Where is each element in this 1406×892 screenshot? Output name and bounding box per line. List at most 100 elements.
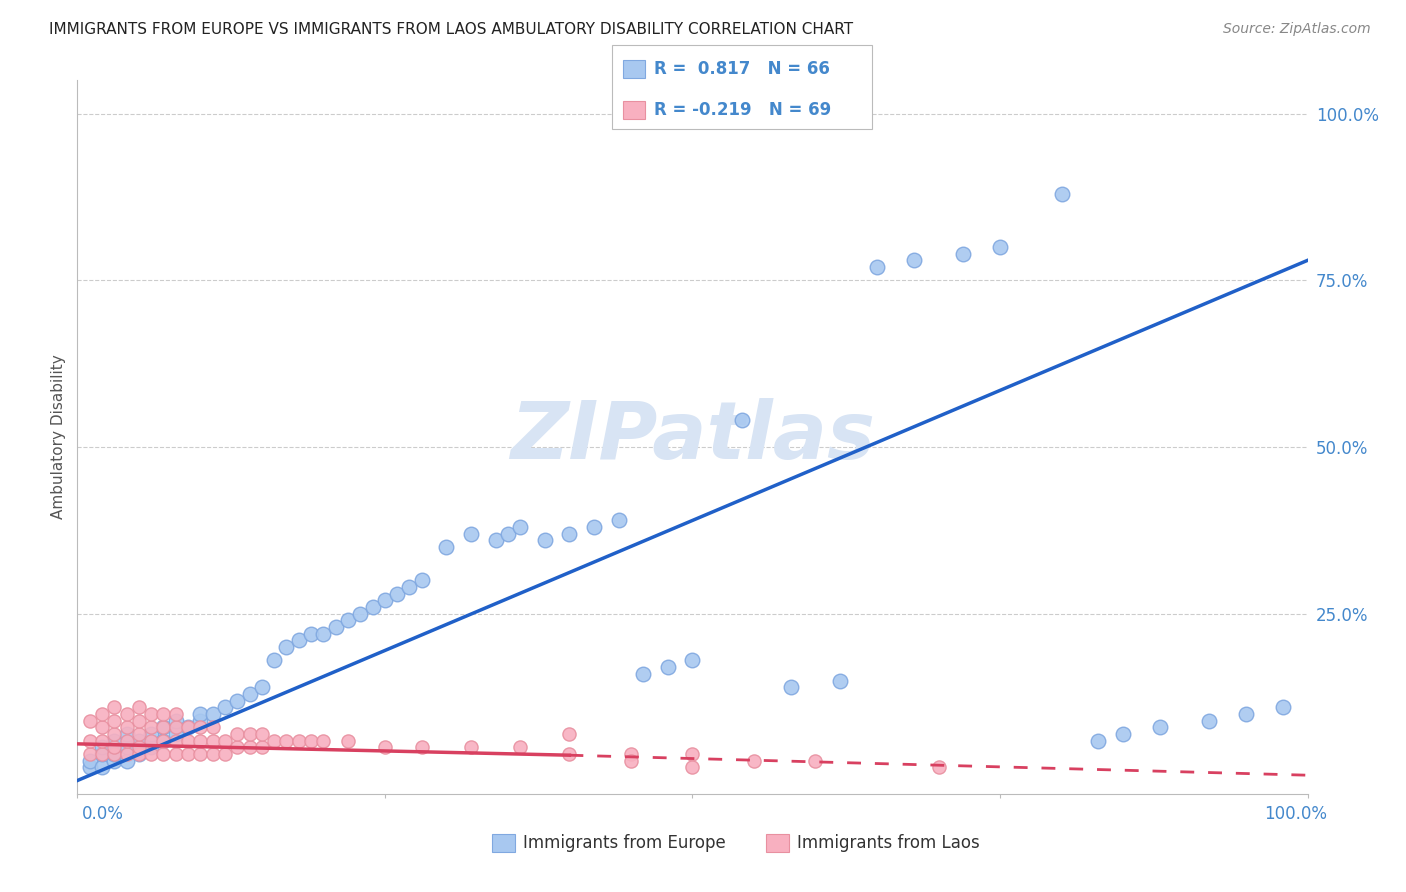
Point	[325, 620, 347, 634]
Point	[361, 600, 384, 615]
Point	[250, 680, 273, 694]
Point	[558, 727, 581, 741]
Point	[115, 747, 138, 761]
Point	[90, 747, 114, 761]
Point	[288, 733, 311, 747]
Point	[460, 526, 482, 541]
Point	[128, 727, 150, 741]
Point	[188, 714, 212, 728]
Point	[830, 673, 852, 688]
Point	[152, 706, 174, 721]
Point	[263, 733, 285, 747]
Point	[250, 727, 273, 741]
Point	[152, 733, 174, 747]
Point	[90, 760, 114, 774]
Point	[177, 747, 200, 761]
Point	[239, 740, 262, 755]
Point	[866, 260, 889, 274]
Point	[276, 640, 298, 655]
Point	[214, 700, 236, 714]
Point	[288, 633, 311, 648]
Point	[1198, 714, 1220, 728]
Point	[115, 727, 138, 741]
Point	[226, 727, 249, 741]
Point	[620, 754, 643, 768]
Text: R = -0.219   N = 69: R = -0.219 N = 69	[654, 101, 831, 119]
Point	[188, 747, 212, 761]
Point	[1149, 720, 1171, 734]
Point	[312, 627, 335, 641]
Point	[201, 733, 224, 747]
Point	[79, 733, 101, 747]
Point	[201, 706, 224, 721]
Point	[558, 747, 581, 761]
Point	[79, 747, 101, 761]
Point	[299, 627, 322, 641]
Point	[398, 580, 420, 594]
Point	[201, 747, 224, 761]
Point	[607, 513, 630, 527]
Point	[682, 747, 704, 761]
Point	[337, 733, 360, 747]
Point	[90, 733, 114, 747]
Point	[496, 526, 519, 541]
Point	[165, 706, 187, 721]
Text: 0.0%: 0.0%	[82, 805, 124, 822]
Point	[90, 706, 114, 721]
Point	[177, 733, 200, 747]
Point	[152, 747, 174, 761]
Point	[263, 653, 285, 667]
Point	[141, 740, 163, 755]
Point	[1234, 706, 1257, 721]
Point	[1272, 700, 1295, 714]
Point	[165, 733, 187, 747]
Point	[349, 607, 371, 621]
Text: ZIPatlas: ZIPatlas	[510, 398, 875, 476]
Text: IMMIGRANTS FROM EUROPE VS IMMIGRANTS FROM LAOS AMBULATORY DISABILITY CORRELATION: IMMIGRANTS FROM EUROPE VS IMMIGRANTS FRO…	[49, 22, 853, 37]
Point	[239, 727, 262, 741]
Point	[152, 733, 174, 747]
Point	[558, 526, 581, 541]
Point	[742, 754, 765, 768]
Point	[141, 747, 163, 761]
Point	[633, 666, 655, 681]
Point	[177, 720, 200, 734]
Point	[411, 574, 433, 588]
Point	[79, 760, 101, 774]
Point	[903, 253, 925, 268]
Point	[90, 740, 114, 755]
Point	[165, 720, 187, 734]
Point	[165, 727, 187, 741]
Point	[509, 740, 531, 755]
Point	[583, 520, 606, 534]
Point	[952, 246, 974, 260]
Point	[1112, 727, 1135, 741]
Point	[141, 706, 163, 721]
Point	[128, 733, 150, 747]
Point	[188, 706, 212, 721]
Text: Immigrants from Laos: Immigrants from Laos	[797, 834, 980, 852]
Point	[165, 747, 187, 761]
Point	[103, 747, 125, 761]
Point	[141, 720, 163, 734]
Point	[804, 754, 827, 768]
Point	[79, 754, 101, 768]
Point	[988, 240, 1011, 254]
Point	[436, 540, 458, 554]
Text: Immigrants from Europe: Immigrants from Europe	[523, 834, 725, 852]
Point	[177, 720, 200, 734]
Y-axis label: Ambulatory Disability: Ambulatory Disability	[51, 355, 66, 519]
Point	[165, 714, 187, 728]
Point	[115, 733, 138, 747]
Point	[928, 760, 950, 774]
Point	[312, 733, 335, 747]
Point	[239, 687, 262, 701]
Point	[188, 733, 212, 747]
Point	[299, 733, 322, 747]
Point	[103, 747, 125, 761]
Point	[276, 733, 298, 747]
Point	[128, 714, 150, 728]
Point	[374, 740, 396, 755]
Point	[103, 714, 125, 728]
Point	[141, 733, 163, 747]
